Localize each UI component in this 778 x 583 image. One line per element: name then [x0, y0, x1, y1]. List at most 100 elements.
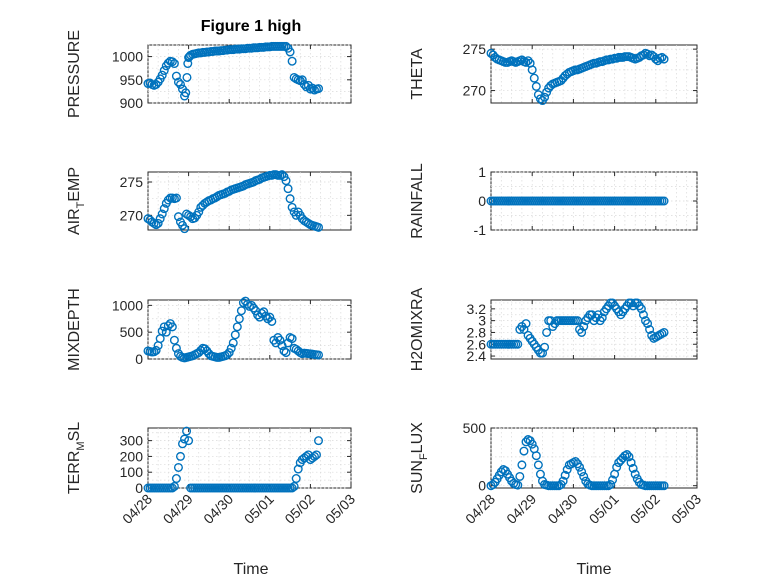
data-point	[659, 327, 669, 337]
data-point	[523, 56, 533, 66]
subplot-air-temp: 270 275 AIRTEMP	[66, 167, 352, 235]
data-point	[171, 71, 181, 81]
data-point	[562, 465, 572, 475]
y-tick-label: 3.2	[467, 301, 487, 317]
data-point	[314, 84, 324, 94]
y-tick-label: 2.6	[467, 336, 487, 352]
subplot-mixdepth: 0 500 1000 MIXDEPTH	[66, 288, 352, 371]
ylabel-mixdepth: MIXDEPTH	[66, 288, 83, 371]
data-point	[157, 326, 167, 336]
data-point	[230, 330, 240, 340]
x-tick-label: 04/30	[544, 491, 580, 527]
data-point	[184, 436, 194, 446]
y-tick-label: 500	[463, 420, 487, 436]
data-point	[261, 311, 271, 321]
data-point	[531, 81, 541, 91]
y-tick-label: 2.8	[467, 324, 487, 340]
data-point	[531, 451, 541, 461]
data-point	[538, 348, 548, 358]
data-point	[533, 460, 543, 470]
ylabel-pressure: PRESSURE	[66, 30, 83, 118]
y-tick-label: 200	[120, 448, 144, 464]
data-point	[182, 426, 192, 436]
data-point	[519, 325, 529, 335]
data-point	[273, 333, 283, 343]
data-point	[307, 83, 317, 93]
x-tick-label: 05/01	[241, 491, 277, 527]
data-point	[628, 463, 638, 473]
data-point	[488, 480, 498, 490]
data-point	[608, 475, 618, 485]
data-point	[314, 222, 324, 232]
data-point	[527, 439, 537, 449]
x-tick-label: 04/28	[119, 491, 155, 527]
y-tick-label: 3	[478, 313, 486, 329]
data-point	[279, 346, 289, 356]
subplot-pressure: 900 950 1000 PRESSURE	[66, 30, 352, 118]
data-point	[169, 481, 179, 491]
data-point	[155, 214, 165, 224]
subplot-sun-flux: 0 500 04/28 04/29 04/30 05/01 05/02 05/03 SUNFLU…	[409, 420, 704, 527]
data-point	[287, 56, 297, 66]
subplot-rainfall: -1 0 1 RAINFALL	[409, 163, 698, 239]
data-point	[579, 471, 589, 481]
data-point	[249, 303, 259, 313]
x-tick-label: 04/30	[200, 491, 236, 527]
data-point	[540, 92, 550, 102]
data-point	[171, 474, 181, 484]
data-point	[281, 348, 291, 358]
data-point	[285, 47, 295, 57]
data-point	[196, 345, 206, 355]
data-point	[275, 335, 285, 345]
y-tick-label: 1000	[112, 49, 143, 65]
data-point	[167, 483, 177, 493]
x-tick-label: 04/28	[462, 491, 498, 527]
data-point	[638, 310, 648, 320]
data-point	[281, 176, 291, 186]
y-tick-label: 0	[135, 480, 143, 496]
data-point	[579, 322, 589, 332]
data-point	[175, 451, 185, 461]
xlabel-left: Time	[234, 561, 269, 578]
data-point	[163, 58, 173, 68]
x-tick-label: 05/03	[322, 491, 358, 527]
x-tick-label: 05/02	[281, 491, 317, 527]
data-point	[285, 194, 295, 204]
data-point	[519, 446, 529, 456]
data-point	[570, 456, 580, 466]
data-point	[173, 77, 183, 87]
data-point	[222, 350, 232, 360]
y-tick-label: 500	[120, 324, 144, 340]
x-tick-label: 04/29	[160, 491, 196, 527]
data-point	[277, 170, 287, 180]
data-point	[180, 224, 190, 234]
data-point	[169, 59, 179, 69]
data-point	[180, 434, 190, 444]
data-point	[558, 476, 568, 486]
data-point	[175, 79, 185, 89]
data-point	[149, 218, 159, 228]
data-point	[605, 480, 615, 490]
data-point	[626, 458, 636, 468]
subplot-h2omixra: 2.42.62.833.2 H2OMIXRA	[409, 287, 698, 371]
data-point	[289, 481, 299, 491]
data-point	[657, 52, 667, 62]
y-tick-label: 270	[463, 83, 487, 99]
data-point	[259, 307, 269, 317]
data-point	[228, 338, 238, 348]
data-point	[314, 436, 324, 446]
y-tick-label: 1000	[112, 297, 143, 313]
data-point	[267, 316, 277, 326]
data-point	[182, 72, 192, 82]
data-point	[597, 313, 607, 323]
data-point	[297, 75, 307, 85]
y-tick-label: 100	[120, 464, 144, 480]
data-point	[157, 209, 167, 219]
x-tick-label: 05/03	[668, 491, 704, 527]
y-tick-label: 300	[120, 433, 144, 449]
data-point	[287, 202, 297, 212]
data-point	[167, 322, 177, 332]
